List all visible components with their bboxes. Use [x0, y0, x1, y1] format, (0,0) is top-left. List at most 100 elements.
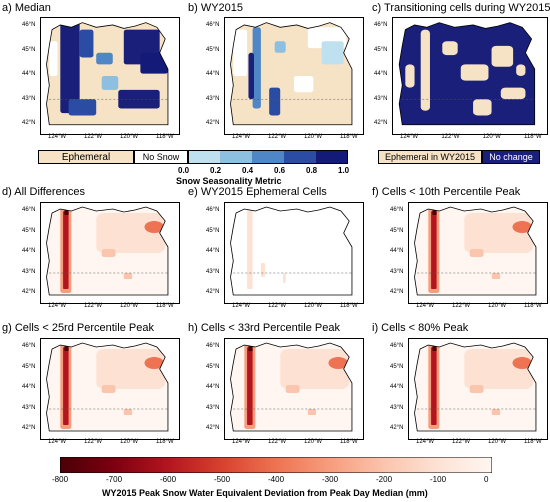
map-canvas [393, 18, 547, 134]
lon-label: 120°W [120, 303, 139, 309]
swe-tick: -300 [322, 475, 339, 484]
map-canvas [409, 339, 547, 439]
lat-label: 44°N [390, 384, 404, 390]
lon-label: 122°W [452, 439, 471, 445]
lat-label: 45°N [206, 46, 220, 53]
swe-tick: -400 [268, 475, 285, 484]
swe-tick: 0 [484, 475, 489, 484]
seasonality-swatch [284, 150, 316, 164]
lon-label: 118°W [156, 303, 174, 309]
map-fill [414, 207, 536, 295]
lon-label: 124°W [48, 134, 67, 140]
seasonality-tick: 0.6 [274, 166, 286, 175]
lat-label: 43°N [390, 268, 404, 275]
lat-label: 46°N [374, 22, 388, 28]
panel-title-d: d) All Differences [2, 186, 85, 198]
lat-label: 42°N [22, 289, 36, 295]
lon-label: 124°W [232, 303, 251, 309]
map-fill [46, 207, 168, 295]
lon-label: 124°W [416, 303, 435, 309]
lat-label: 42°N [206, 289, 220, 295]
lon-label: 118°W [340, 439, 358, 445]
panel-title-h: h) Cells < 33rd Percentile Peak [188, 322, 340, 334]
lat-label: 45°N [390, 227, 404, 234]
panel-title-e: e) WY2015 Ephemeral Cells [188, 186, 327, 198]
seasonality-tick: 0.2 [210, 166, 222, 175]
lat-label: 44°N [22, 71, 36, 77]
lat-label: 43°N [22, 95, 36, 102]
map-median [40, 17, 180, 135]
lat-label: 45°N [22, 363, 36, 370]
lat-label: 45°N [22, 227, 36, 234]
map-canvas [225, 203, 363, 303]
lat-label: 45°N [22, 46, 36, 53]
lon-label: 122°W [268, 303, 287, 309]
lon-label: 120°W [488, 303, 507, 309]
map-fill [46, 343, 168, 431]
panel-title-b: b) WY2015 [188, 2, 244, 14]
seasonality-legend-title: Snow Seasonality Metric [176, 176, 282, 186]
lat-label: 46°N [22, 343, 36, 349]
lon-label: 120°W [488, 439, 507, 445]
panel-title-g: g) Cells < 25rd Percentile Peak [2, 322, 154, 334]
lat-label: 42°N [206, 425, 220, 431]
seasonality-swatch [188, 150, 220, 164]
lon-label: 122°W [84, 134, 103, 140]
lon-label: 118°W [156, 439, 174, 445]
lon-label: 122°W [84, 439, 103, 445]
lat-label: 44°N [22, 248, 36, 254]
lat-label: 44°N [390, 248, 404, 254]
lat-label: 46°N [390, 343, 404, 349]
lat-label: 45°N [374, 46, 388, 53]
lat-label: 44°N [206, 248, 220, 254]
map-cells-10th-percentile [408, 202, 548, 304]
lat-label: 43°N [22, 268, 36, 275]
lat-label: 42°N [22, 120, 36, 126]
lat-label: 43°N [22, 404, 36, 411]
lat-label: 43°N [206, 95, 220, 102]
seasonality-colorbar [188, 150, 348, 164]
lat-label: 46°N [390, 207, 404, 213]
legend-ephemeral-wy2015: Ephemeral in WY2015 [378, 150, 482, 164]
map-wy2015-ephemeral-cells [224, 202, 364, 304]
panel-title-a: a) Median [2, 2, 51, 14]
lat-label: 43°N [206, 404, 220, 411]
map-canvas [409, 203, 547, 303]
map-fill [399, 22, 535, 125]
seasonality-swatch [316, 150, 348, 164]
lon-label: 124°W [232, 439, 251, 445]
seasonality-tick: 0.4 [242, 166, 254, 175]
lat-label: 45°N [206, 363, 220, 370]
lat-label: 44°N [374, 71, 388, 77]
legend-no-snow: No Snow [134, 150, 188, 164]
map-cells-25rd-percentile [40, 338, 180, 440]
lon-label: 120°W [304, 303, 323, 309]
lat-label: 46°N [206, 22, 220, 28]
lat-label: 43°N [390, 404, 404, 411]
map-cells-80-percent-peak [408, 338, 548, 440]
swe-tick: -700 [106, 475, 123, 484]
lon-label: 122°W [268, 439, 287, 445]
map-fill [230, 22, 352, 125]
seasonality-swatch [220, 150, 252, 164]
lon-label: 118°W [156, 134, 174, 140]
map-fill [230, 343, 352, 431]
swe-tick: -500 [214, 475, 231, 484]
lon-label: 118°W [340, 134, 358, 140]
map-canvas [41, 18, 179, 134]
lon-label: 122°W [452, 303, 471, 309]
lon-label: 122°W [441, 134, 460, 140]
lon-label: 124°W [48, 439, 67, 445]
swe-colorbar-title: WY2015 Peak Snow Water Equivalent Deviat… [102, 488, 428, 498]
swe-tick: -800 [52, 475, 69, 484]
seasonality-swatch [252, 150, 284, 164]
map-cells-33rd-percentile [224, 338, 364, 440]
lat-label: 44°N [22, 384, 36, 390]
lon-label: 118°W [524, 439, 542, 445]
swe-colorbar [60, 457, 492, 473]
lat-label: 42°N [206, 120, 220, 126]
lat-label: 44°N [206, 384, 220, 390]
panel-title-i: i) Cells < 80% Peak [372, 322, 469, 334]
panel-title-c: c) Transitioning cells during WY2015 [372, 2, 550, 14]
map-fill [414, 343, 536, 431]
